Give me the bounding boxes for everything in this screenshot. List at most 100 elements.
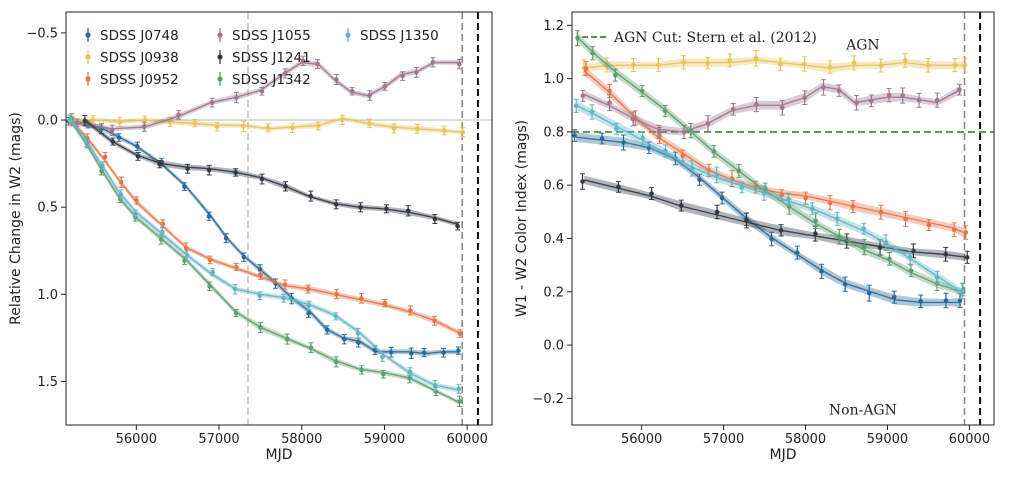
data-point <box>711 149 717 154</box>
data-point <box>802 61 807 67</box>
series-sdss-j0748 <box>66 116 461 360</box>
data-point <box>769 236 774 242</box>
data-point <box>157 161 163 167</box>
y-tick-label: 0.5 <box>37 201 58 216</box>
x-tick-label: 57000 <box>198 432 239 447</box>
confidence-band <box>576 100 962 296</box>
data-point <box>358 205 363 210</box>
data-point <box>384 206 389 212</box>
legend-item: SDSS J0952 <box>85 72 179 88</box>
data-point <box>232 286 238 292</box>
legend-item: SDSS J1055 <box>217 28 311 44</box>
data-point <box>306 303 312 308</box>
data-point <box>779 192 784 198</box>
legend-marker <box>85 54 91 60</box>
data-point <box>258 273 263 278</box>
data-point <box>943 298 949 303</box>
legend-marker <box>85 76 91 82</box>
data-point <box>282 282 288 287</box>
data-point <box>640 135 646 141</box>
data-point <box>779 105 785 111</box>
y-tick-label: 1.5 <box>37 375 58 390</box>
data-point <box>160 221 166 227</box>
data-point <box>572 133 577 138</box>
legend-item: SDSS J0938 <box>85 50 179 66</box>
legend-label: SDSS J0938 <box>100 50 179 66</box>
legend-label: SDSS J0952 <box>100 72 179 88</box>
data-point <box>851 60 857 66</box>
data-point <box>433 389 439 394</box>
data-point <box>408 308 413 313</box>
series-line <box>78 61 459 130</box>
data-point <box>887 256 892 262</box>
data-point <box>957 298 963 303</box>
data-point <box>207 283 212 289</box>
confidence-band <box>584 175 966 261</box>
data-point <box>233 310 239 316</box>
data-point <box>836 234 842 240</box>
y-tick-label: 0.8 <box>543 125 564 140</box>
data-point <box>182 258 187 263</box>
data-point <box>744 218 749 223</box>
data-point <box>382 84 388 89</box>
data-point <box>182 184 187 189</box>
data-point <box>935 274 940 280</box>
data-point <box>456 348 461 353</box>
axes-frame <box>65 11 493 426</box>
data-point <box>714 209 720 215</box>
data-point <box>580 179 585 184</box>
data-point <box>118 192 124 197</box>
data-point <box>827 200 833 206</box>
data-point <box>834 216 840 222</box>
data-point <box>334 291 339 297</box>
data-point <box>210 269 215 275</box>
data-point <box>656 62 661 68</box>
data-point <box>116 135 122 140</box>
data-point <box>952 62 958 68</box>
data-point <box>110 139 116 144</box>
y-tick-label: 0.2 <box>543 285 564 300</box>
data-point <box>206 167 212 173</box>
data-point <box>258 325 263 330</box>
legend-item: SDSS J1350 <box>345 28 439 44</box>
confidence-band <box>70 117 459 405</box>
data-point <box>689 166 695 171</box>
data-point <box>340 117 345 123</box>
legend-label: SDSS J1350 <box>360 28 439 44</box>
series-sdss-j1342 <box>69 113 463 407</box>
series-sdss-j1055 <box>580 79 963 140</box>
data-point <box>753 184 758 190</box>
data-point <box>414 126 420 132</box>
data-point <box>697 177 702 183</box>
data-point <box>283 184 288 189</box>
data-point <box>739 185 745 190</box>
legend-label: SDSS J1055 <box>232 28 311 44</box>
data-point <box>83 139 89 145</box>
data-point <box>67 117 73 122</box>
y-tick-label: 1.0 <box>37 288 58 303</box>
data-point <box>878 209 884 215</box>
data-point <box>99 168 104 174</box>
data-point <box>441 350 446 356</box>
data-point <box>333 202 339 207</box>
data-point <box>100 163 105 168</box>
data-point <box>583 66 589 71</box>
data-point <box>380 354 385 360</box>
confidence-band <box>584 65 966 238</box>
x-tick-label: 56000 <box>621 432 662 447</box>
data-point <box>282 71 288 76</box>
y-tick-label: 0.0 <box>37 114 58 129</box>
data-point <box>300 58 306 64</box>
data-point <box>680 153 686 158</box>
data-point <box>786 204 792 209</box>
data-point <box>590 50 596 56</box>
data-point <box>614 126 619 132</box>
data-point <box>241 254 247 260</box>
x-tick-label: 60000 <box>949 432 990 447</box>
data-point <box>934 97 940 103</box>
data-point <box>719 195 725 201</box>
data-point <box>621 140 626 145</box>
legend-marker <box>85 32 91 38</box>
data-point <box>135 154 141 159</box>
legend-item: SDSS J1241 <box>217 50 311 66</box>
